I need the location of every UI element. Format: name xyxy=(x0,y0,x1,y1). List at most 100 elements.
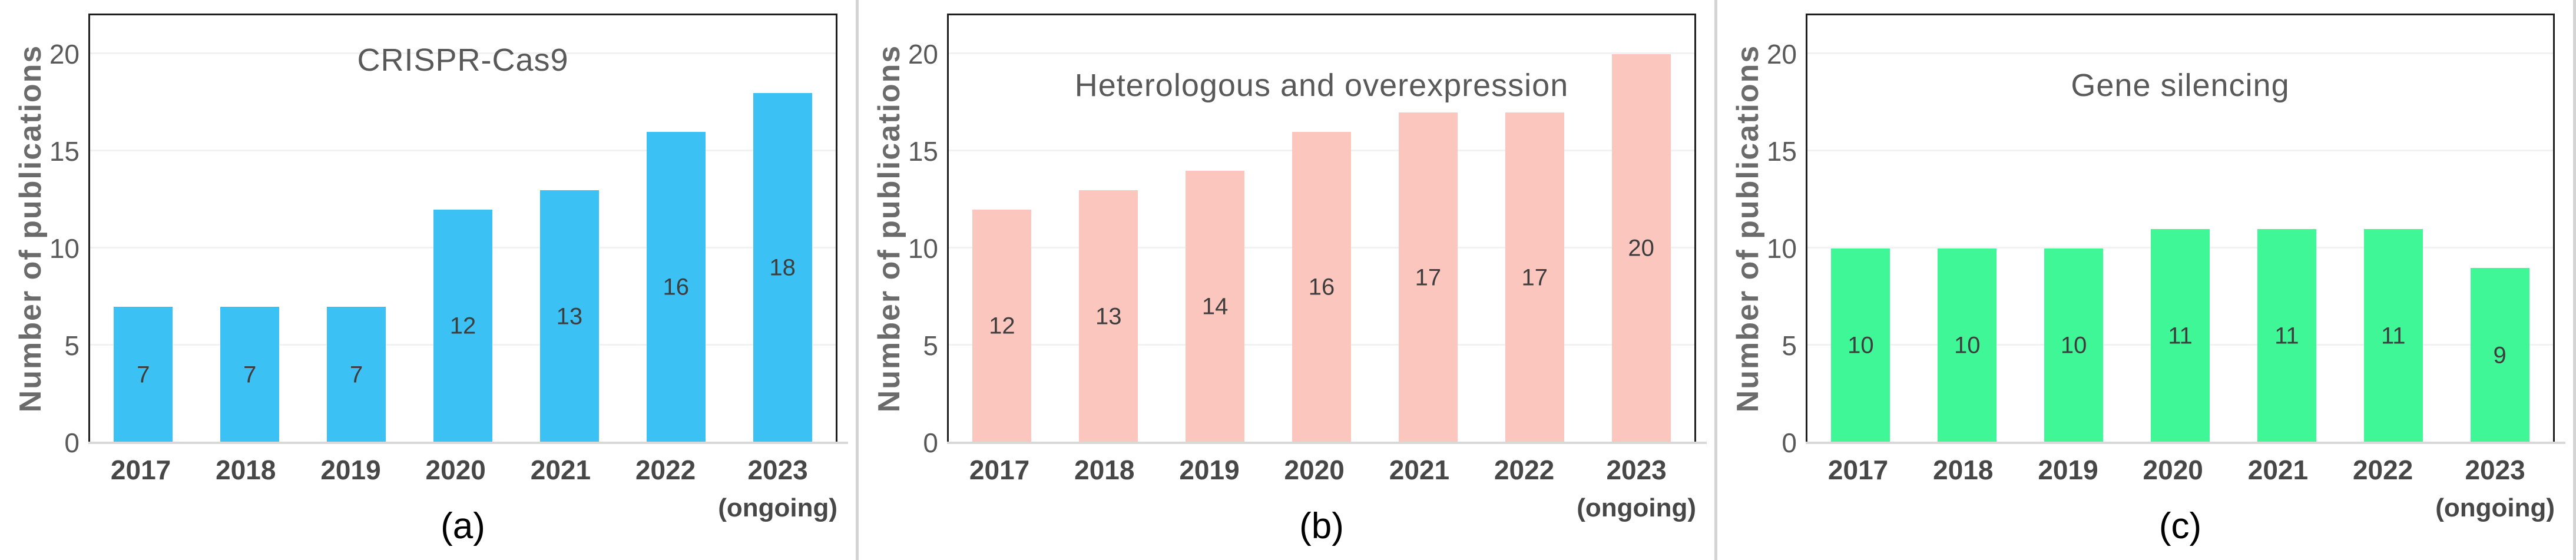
bar-2023: 9 xyxy=(2470,268,2529,443)
bar-value-label: 16 xyxy=(1308,274,1335,300)
bar-2018: 13 xyxy=(1079,190,1138,443)
x-tick: 2020 xyxy=(2121,455,2226,523)
chart-panel-b: Number of publications 0 5 10 15 20 12 13 14 16… xyxy=(859,0,1717,560)
bar-value-label: 7 xyxy=(137,362,150,387)
x-tick-label: 2021 xyxy=(1389,455,1450,485)
y-tick-label: 20 xyxy=(1766,39,1797,69)
x-tick: 2019 xyxy=(1157,455,1261,523)
panel-caption: (a) xyxy=(441,506,485,546)
bar-2022: 11 xyxy=(2363,229,2423,443)
x-tick-label: 2019 xyxy=(320,455,381,485)
chart-title: Gene silencing xyxy=(2071,68,2290,103)
y-tick-label: 5 xyxy=(64,330,80,361)
x-tick: 2020 xyxy=(403,455,508,523)
x-tick: 2021 xyxy=(1367,455,1472,523)
bar-slot: 7 xyxy=(197,15,303,443)
bar-2017: 10 xyxy=(1831,248,1890,443)
bar-slot: 16 xyxy=(1269,15,1375,443)
y-tick-label: 10 xyxy=(908,233,938,264)
bar-2017: 7 xyxy=(114,307,173,443)
x-tick-label: 2021 xyxy=(2247,455,2309,485)
bar-slot: 10 xyxy=(2021,15,2127,443)
y-axis-ticks: 0 5 10 15 20 xyxy=(859,0,938,560)
x-tick: 2018 xyxy=(1911,455,2015,523)
y-tick-label: 20 xyxy=(908,39,938,69)
bar-slot: 11 xyxy=(2127,15,2234,443)
x-tick-label: 2023 xyxy=(1606,455,1667,485)
y-tick-label: 10 xyxy=(49,233,80,264)
bar-2018: 7 xyxy=(220,307,280,443)
x-tick-label: 2020 xyxy=(425,455,486,485)
bars: 10 10 10 11 11 11 9 xyxy=(1807,15,2553,443)
gridline xyxy=(1807,150,2553,151)
x-tick: 2022 xyxy=(2330,455,2435,523)
x-tick-label: 2023 xyxy=(747,455,808,485)
bar-slot: 17 xyxy=(1375,15,1481,443)
bar-value-label: 10 xyxy=(2060,332,2087,359)
bar-slot: 9 xyxy=(2446,15,2553,443)
bar-slot: 10 xyxy=(1914,15,2021,443)
bar-value-label: 17 xyxy=(1415,264,1442,290)
bar-2021: 13 xyxy=(539,190,599,443)
x-tick: 2017 xyxy=(1806,455,1911,523)
bar-slot: 12 xyxy=(949,15,1055,443)
y-tick-label: 15 xyxy=(49,136,80,167)
bar-value-label: 10 xyxy=(1954,332,1981,359)
bar-slot: 10 xyxy=(1807,15,1914,443)
bar-slot: 18 xyxy=(729,15,836,443)
bar-2022: 16 xyxy=(646,132,706,443)
bar-2019: 7 xyxy=(327,307,386,443)
bar-value-label: 7 xyxy=(243,362,257,387)
x-tick-label: 2020 xyxy=(2143,455,2203,485)
x-tick-label: 2017 xyxy=(110,455,171,485)
gridline xyxy=(90,150,836,151)
bar-slot: 20 xyxy=(1588,15,1694,443)
y-tick-label: 10 xyxy=(1766,233,1797,264)
x-axis-labels: 2017 2018 2019 2020 2021 2022 2023 (ongoing) xyxy=(1806,455,2555,523)
x-tick-label: 2017 xyxy=(969,455,1030,485)
bar-2019: 14 xyxy=(1186,171,1245,443)
bar-value-label: 11 xyxy=(2168,323,2193,349)
bar-2021: 11 xyxy=(2257,229,2316,443)
gridline xyxy=(1807,52,2553,54)
y-tick-label: 0 xyxy=(64,428,80,458)
y-axis-ticks: 0 5 10 15 20 xyxy=(1717,0,1797,560)
x-tick: 2023 (ongoing) xyxy=(718,455,837,523)
panel-caption: (b) xyxy=(1299,506,1344,546)
y-tick-label: 20 xyxy=(49,39,80,69)
x-tick: 2021 xyxy=(2226,455,2330,523)
y-tick-label: 0 xyxy=(1782,428,1797,458)
x-tick-sublabel: (ongoing) xyxy=(1577,493,1697,522)
x-tick: 2019 xyxy=(2015,455,2120,523)
x-tick-label: 2019 xyxy=(1179,455,1240,485)
x-tick: 2019 xyxy=(298,455,403,523)
bar-slot: 12 xyxy=(410,15,516,443)
x-tick-label: 2018 xyxy=(216,455,276,485)
bar-slot: 11 xyxy=(2340,15,2446,443)
plot-area: 10 10 10 11 11 11 9 Gene silencing xyxy=(1806,14,2555,443)
bar-2021: 17 xyxy=(1398,112,1458,443)
x-tick: 2020 xyxy=(1262,455,1367,523)
bar-value-label: 17 xyxy=(1521,264,1548,290)
x-tick-sublabel: (ongoing) xyxy=(2435,493,2555,522)
bar-value-label: 13 xyxy=(1095,303,1122,329)
x-tick-label: 2022 xyxy=(635,455,696,485)
bar-slot: 14 xyxy=(1162,15,1269,443)
bar-slot: 7 xyxy=(90,15,197,443)
bar-slot: 11 xyxy=(2233,15,2340,443)
plot-area: 12 13 14 16 17 17 20 Heterologous and overexpr… xyxy=(947,14,1696,443)
y-tick-label: 5 xyxy=(1782,330,1797,361)
bar-value-label: 14 xyxy=(1201,293,1229,320)
bar-value-label: 20 xyxy=(1628,235,1654,261)
x-tick: 2023 (ongoing) xyxy=(2435,455,2555,523)
y-tick-label: 5 xyxy=(923,330,938,361)
y-tick-label: 15 xyxy=(1766,136,1797,167)
plot-area: 7 7 7 12 13 16 18 CRISPR-Cas9 xyxy=(88,14,837,443)
bar-value-label: 13 xyxy=(556,303,583,329)
bar-slot: 7 xyxy=(303,15,410,443)
x-tick: 2017 xyxy=(947,455,1052,523)
x-tick-label: 2020 xyxy=(1284,455,1345,485)
bar-value-label: 11 xyxy=(2380,323,2406,349)
chart-title: CRISPR-Cas9 xyxy=(357,42,569,78)
